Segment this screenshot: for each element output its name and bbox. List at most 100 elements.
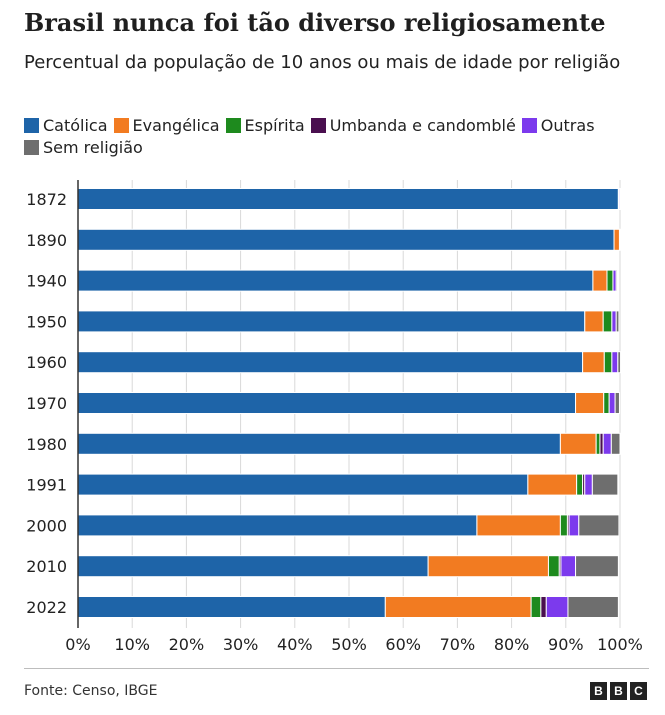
x-tick-label: 20% — [169, 635, 205, 654]
bar-segment — [77, 310, 586, 333]
y-tick-label: 1980 — [26, 435, 67, 454]
bar-segment — [559, 432, 597, 455]
legend-swatch — [521, 118, 537, 133]
legend-item: Espírita — [225, 115, 305, 137]
bar-segment — [545, 596, 569, 618]
bar-segment — [611, 310, 617, 333]
bar-segment — [559, 514, 568, 537]
x-tick-label: 30% — [223, 635, 259, 654]
x-tick-label: 60% — [385, 635, 421, 654]
bar-segment — [527, 473, 578, 496]
x-tick-label: 70% — [440, 635, 476, 654]
legend-label: Evangélica — [132, 116, 220, 135]
bar-segment — [560, 555, 577, 578]
bar-segment — [77, 514, 478, 537]
bar-segment — [592, 269, 608, 292]
bar-segment — [77, 228, 615, 251]
bar-segment — [591, 473, 619, 496]
bar-segment — [614, 392, 620, 414]
bar-segment — [611, 351, 619, 374]
legend-swatch — [24, 140, 39, 155]
bar-segment — [584, 473, 593, 496]
legend-label: Espírita — [244, 116, 305, 135]
x-tick-label: 50% — [331, 635, 367, 654]
legend-item: Sem religião — [24, 137, 143, 159]
bar-segment — [618, 188, 621, 210]
legend-swatch — [225, 118, 241, 133]
stacked-bar-chart: 0% 10% 20% 30% 40% 50% 60% 70% 80% 90% 100% 1872 189… — [26, 180, 643, 654]
bar-segment — [476, 514, 561, 537]
legend-swatch — [310, 118, 326, 133]
bar-segment — [77, 188, 619, 210]
bar-segment — [77, 432, 561, 455]
bar-segment — [595, 432, 601, 455]
legend-label: Católica — [43, 116, 108, 135]
y-tick-label: 2000 — [26, 516, 67, 535]
bar-segment — [608, 392, 616, 414]
bbc-logo-letter: B — [590, 682, 607, 700]
bar-segment — [530, 596, 542, 618]
bar-segment — [567, 596, 619, 618]
bar-segment — [575, 555, 619, 578]
legend-label: Sem religião — [43, 138, 143, 157]
x-tick-label: 0% — [65, 635, 90, 654]
bar-segment — [602, 310, 613, 333]
bar-segment — [578, 514, 620, 537]
x-tick-label: 40% — [277, 635, 313, 654]
bar-segment — [547, 555, 560, 578]
bar-segment — [617, 351, 622, 374]
bar-segment — [77, 351, 584, 374]
bar-segment — [427, 555, 549, 578]
bar-segment — [618, 228, 621, 251]
bar-segment — [606, 269, 614, 292]
bar-segment — [603, 351, 613, 374]
bar-segment — [584, 310, 604, 333]
bar-segment — [77, 392, 577, 414]
legend-label: Outras — [540, 116, 595, 135]
bar-segment — [602, 432, 612, 455]
legend-item: Católica — [24, 115, 108, 137]
bar-segment — [77, 269, 594, 292]
bar-segment — [77, 596, 386, 618]
bar-segment — [603, 392, 610, 414]
bar-segment — [77, 473, 529, 496]
legend-item: Outras — [521, 115, 595, 137]
bar-segment — [77, 555, 429, 578]
legend-item: Umbanda e candomblé — [310, 115, 516, 137]
bar-segment — [610, 432, 621, 455]
source-note: Fonte: Censo, IBGE — [24, 683, 158, 699]
y-tick-label: 1960 — [26, 353, 67, 372]
legend-swatch — [24, 118, 39, 133]
y-tick-label: 2010 — [26, 557, 67, 576]
bar-segment — [613, 228, 620, 251]
y-tick-label: 2022 — [26, 598, 67, 617]
y-tick-label: 1970 — [26, 394, 67, 413]
bbc-logo: B B C — [590, 682, 647, 700]
y-tick-label: 1991 — [26, 476, 67, 495]
bar-segment — [615, 269, 618, 292]
y-tick-label: 1950 — [26, 312, 67, 331]
bar-segment — [575, 392, 605, 414]
bar-segment — [384, 596, 532, 618]
bar-segment — [615, 310, 620, 333]
bar-segment — [576, 473, 584, 496]
bbc-logo-letter: C — [630, 682, 647, 700]
x-tick-label: 10% — [114, 635, 150, 654]
x-tick-label: 90% — [548, 635, 584, 654]
legend-item: Evangélica — [113, 115, 220, 137]
chart-subtitle: Percentual da população de 10 anos ou ma… — [24, 52, 621, 73]
y-tick-label: 1940 — [26, 272, 67, 291]
bbc-logo-letter: B — [610, 682, 627, 700]
bar-segment — [568, 514, 580, 537]
bar-segment — [582, 351, 605, 374]
y-tick-label: 1890 — [26, 231, 67, 250]
y-tick-label: 1872 — [26, 190, 67, 209]
footer-divider — [24, 668, 649, 669]
legend-label: Umbanda e candomblé — [329, 116, 516, 135]
chart-legend: Católica Evangélica Espírita Umbanda e cand… — [24, 115, 649, 159]
x-tick-label: 80% — [494, 635, 530, 654]
x-tick-label: 100% — [597, 635, 643, 654]
chart-title: Brasil nunca foi tão diverso religiosame… — [24, 8, 606, 37]
legend-swatch — [113, 118, 129, 133]
bar-segment — [540, 596, 547, 618]
